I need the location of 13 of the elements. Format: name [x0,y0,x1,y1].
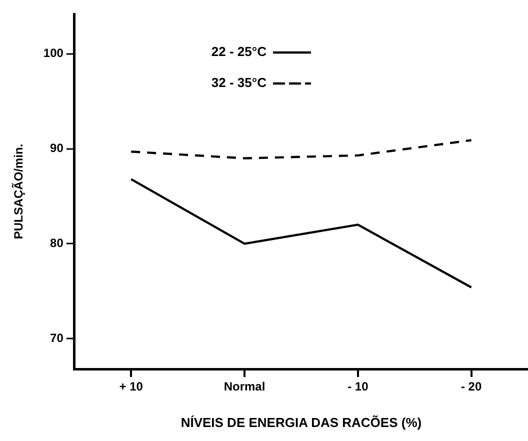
x-tick-label: - 10 [348,380,369,394]
x-tick-label: + 10 [119,380,144,394]
y-tick-label: 80 [50,236,64,250]
x-tick-label: - 20 [460,380,482,394]
line-series [130,139,472,160]
y-tick-label: 90 [50,141,64,156]
legend-label: 22 - 25°C [211,44,268,60]
y-axis-title: PULSAÇÃO/min. [12,144,26,240]
x-tick-label: Normal [224,380,266,394]
y-tick-label: 100 [43,46,64,60]
legend-label: 32 - 35°C [211,75,268,90]
x-axis-title: NÍVEIS DE ENERGIA DAS RACÕES (%) [180,414,422,430]
y-tick-label: 70 [50,330,64,345]
